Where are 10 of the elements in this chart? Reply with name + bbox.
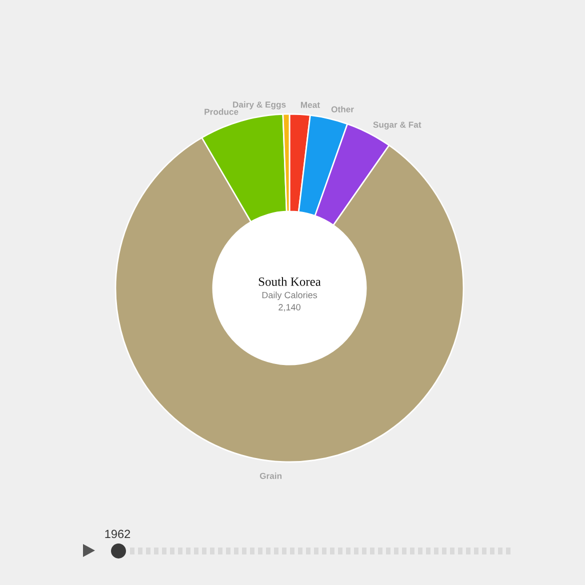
text: Daily Calories xyxy=(262,292,318,300)
slice-label: Dairy & Eggs xyxy=(233,101,286,110)
slice-label: Sugar & Fat xyxy=(373,122,422,130)
slice-label: Produce xyxy=(204,108,238,115)
slice-label: Grain xyxy=(260,472,282,479)
slice-label: Other xyxy=(331,106,354,112)
text: 2,140 xyxy=(278,304,300,312)
text: South Korea xyxy=(258,277,321,286)
text: 1962 xyxy=(105,530,130,538)
slice-label: Meat xyxy=(300,102,320,108)
